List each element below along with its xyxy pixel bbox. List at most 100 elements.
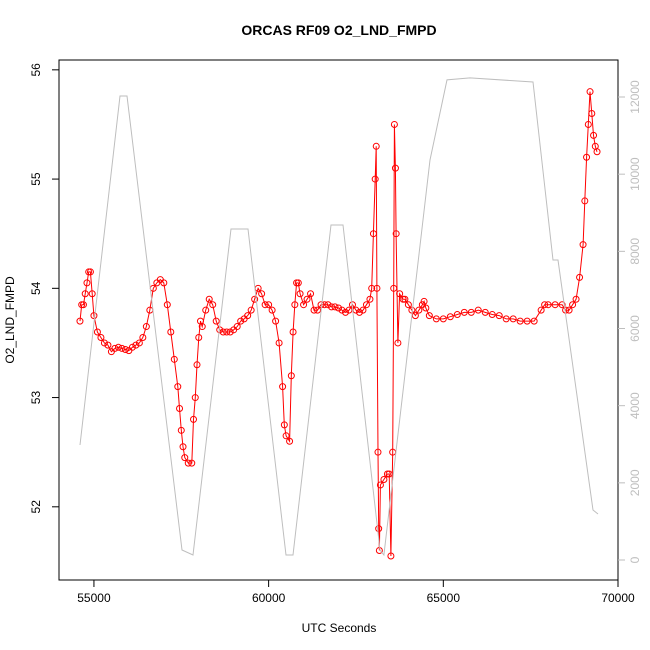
data-point <box>212 317 220 325</box>
data-point <box>495 312 503 320</box>
x-tick-label: 55000 <box>77 591 111 605</box>
data-point <box>177 426 185 434</box>
data-point <box>83 279 91 287</box>
data-point <box>233 323 241 331</box>
chart-title: ORCAS RF09 O2_LND_FMPD <box>241 22 436 38</box>
data-point <box>425 312 433 320</box>
data-point <box>576 273 584 281</box>
data-point <box>583 153 591 161</box>
x-tick-label: 60000 <box>252 591 286 605</box>
data-point <box>390 120 398 128</box>
data-point <box>244 312 252 320</box>
data-point <box>121 345 129 353</box>
y2-tick-label: 10000 <box>628 157 642 191</box>
data-point <box>396 290 404 298</box>
data-point <box>76 317 84 325</box>
data-point <box>307 290 315 298</box>
data-point <box>205 295 213 303</box>
data-point <box>132 341 140 349</box>
data-point <box>366 295 374 303</box>
data-point <box>331 303 339 311</box>
data-point <box>572 295 580 303</box>
data-point <box>275 339 283 347</box>
data-point <box>195 333 203 341</box>
data-point <box>586 88 594 96</box>
data-point <box>97 333 105 341</box>
data-point <box>268 306 276 314</box>
data-point <box>387 552 395 560</box>
data-point <box>558 301 566 309</box>
data-point <box>341 308 349 316</box>
data-point <box>541 301 549 309</box>
data-point <box>310 306 318 314</box>
data-point <box>128 343 136 351</box>
data-point <box>369 230 377 238</box>
data-point <box>223 328 231 336</box>
data-point <box>371 175 379 183</box>
data-point <box>324 301 332 309</box>
data-point <box>289 328 297 336</box>
data-point <box>391 164 399 172</box>
data-point <box>446 313 454 321</box>
data-point <box>593 148 601 156</box>
data-point <box>544 301 552 309</box>
data-point <box>338 306 346 314</box>
data-point <box>523 317 531 325</box>
data-point <box>373 284 381 292</box>
data-point <box>167 328 175 336</box>
data-point <box>287 372 295 380</box>
data-point <box>294 279 302 287</box>
data-point <box>237 317 245 325</box>
data-point <box>111 344 119 352</box>
y-tick-label: 54 <box>29 281 43 295</box>
data-point <box>261 301 269 309</box>
y2-tick-label: 8000 <box>628 238 642 265</box>
data-point <box>193 361 201 369</box>
data-point <box>100 339 108 347</box>
data-point <box>460 308 468 316</box>
y2-tick-label: 4000 <box>628 392 642 419</box>
data-point <box>581 197 589 205</box>
data-point <box>300 301 308 309</box>
data-point <box>335 304 342 312</box>
data-point <box>184 459 192 467</box>
data-point <box>551 301 559 309</box>
x-axis-label: UTC Seconds <box>302 621 377 635</box>
data-point <box>282 432 290 440</box>
data-point <box>90 312 98 320</box>
data-point <box>415 306 423 314</box>
data-point <box>286 437 294 445</box>
data-point <box>160 279 168 287</box>
data-point <box>453 311 461 319</box>
data-point <box>467 308 475 316</box>
data-point <box>392 230 400 238</box>
data-point <box>81 290 89 298</box>
x-tick-label: 65000 <box>427 591 461 605</box>
data-point <box>502 315 510 323</box>
data-point <box>374 448 382 456</box>
data-point <box>488 311 496 319</box>
data-point <box>584 120 592 128</box>
data-point <box>198 323 206 331</box>
data-point <box>375 525 383 533</box>
data-point <box>79 301 87 309</box>
data-point <box>104 341 112 349</box>
data-point <box>355 308 363 316</box>
data-point <box>537 306 545 314</box>
y-tick-label: 53 <box>29 391 43 405</box>
data-point <box>202 306 210 314</box>
data-point <box>394 339 402 347</box>
data-point <box>265 301 273 309</box>
y2-tick-label: 0 <box>628 556 642 563</box>
data-point <box>291 301 299 309</box>
data-point <box>439 315 447 323</box>
data-point <box>176 404 184 412</box>
data-point <box>190 415 198 423</box>
data-point <box>279 383 287 391</box>
data-point <box>226 328 234 336</box>
data-point <box>142 323 150 331</box>
data-point <box>314 306 322 314</box>
data-point <box>88 290 96 298</box>
data-point <box>181 454 189 462</box>
